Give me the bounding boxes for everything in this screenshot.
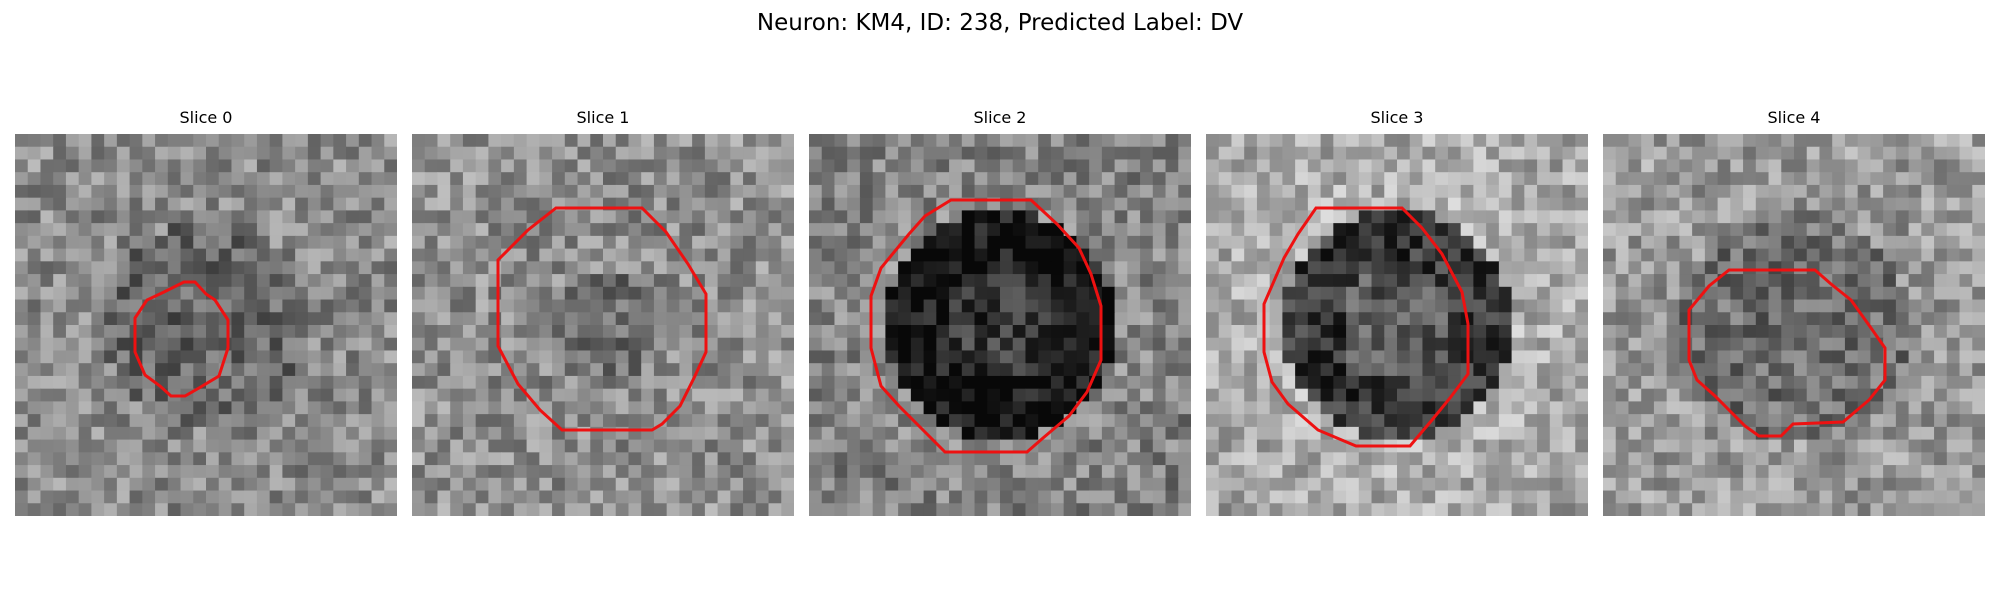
slice-title: Slice 1 bbox=[576, 108, 630, 127]
slice-image bbox=[15, 134, 397, 516]
slice-title: Slice 4 bbox=[1767, 108, 1821, 127]
slice-title: Slice 2 bbox=[973, 108, 1027, 127]
slice-image bbox=[1603, 134, 1985, 516]
roi-outline bbox=[1262, 206, 1470, 448]
slice-title: Slice 0 bbox=[179, 108, 233, 127]
figure-title: Neuron: KM4, ID: 238, Predicted Label: D… bbox=[756, 10, 1244, 36]
slice-panel-3: Slice 3 bbox=[1206, 108, 1588, 518]
pixel-grid bbox=[15, 134, 397, 516]
slice-image bbox=[412, 134, 794, 516]
roi-outline bbox=[496, 206, 708, 432]
pixel-grid bbox=[1603, 134, 1985, 516]
slice-title: Slice 3 bbox=[1370, 108, 1424, 127]
slice-panel-0: Slice 0 bbox=[15, 108, 397, 518]
pixel-grid bbox=[1206, 134, 1588, 516]
slice-image bbox=[809, 134, 1191, 516]
roi-outline bbox=[133, 280, 230, 398]
pixel-grid bbox=[809, 134, 1191, 516]
pixel-grid bbox=[412, 134, 794, 516]
slice-panel-2: Slice 2 bbox=[809, 108, 1191, 518]
slice-panel-4: Slice 4 bbox=[1603, 108, 1985, 518]
slice-panel-1: Slice 1 bbox=[412, 108, 794, 518]
slice-image bbox=[1206, 134, 1588, 516]
roi-outline bbox=[1687, 268, 1887, 438]
roi-outline bbox=[869, 198, 1103, 454]
